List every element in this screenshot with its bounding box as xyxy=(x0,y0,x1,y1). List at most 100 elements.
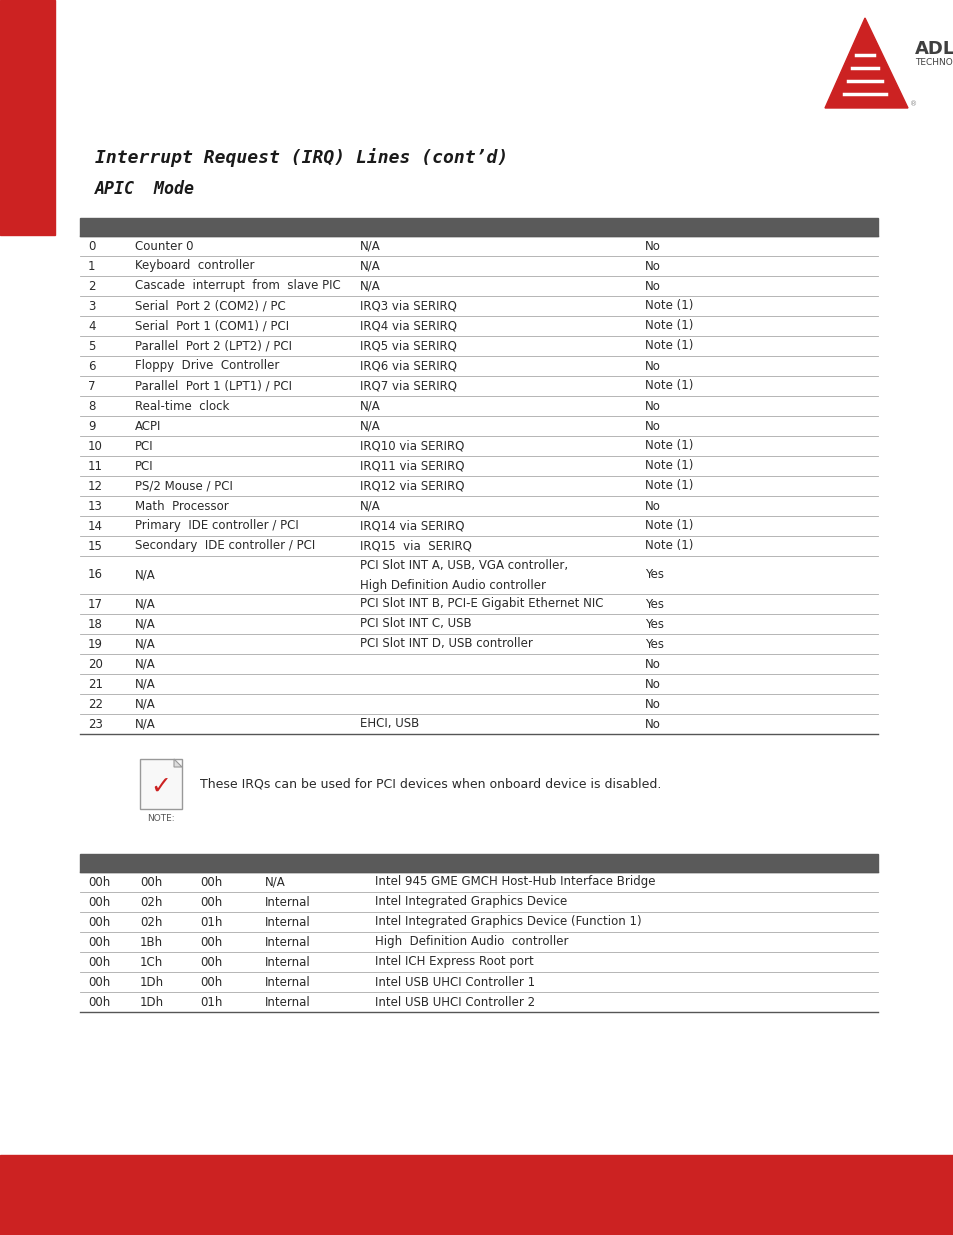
Text: Secondary  IDE controller / PCI: Secondary IDE controller / PCI xyxy=(135,540,314,552)
Text: No: No xyxy=(644,240,660,252)
Text: N/A: N/A xyxy=(359,279,380,293)
Text: 00h: 00h xyxy=(88,995,111,1009)
Text: PCI: PCI xyxy=(135,440,153,452)
Text: Serial  Port 1 (COM1) / PCI: Serial Port 1 (COM1) / PCI xyxy=(135,320,289,332)
Text: 6: 6 xyxy=(88,359,95,373)
Text: IRQ5 via SERIRQ: IRQ5 via SERIRQ xyxy=(359,340,456,352)
Text: 15: 15 xyxy=(88,540,103,552)
Text: Parallel  Port 1 (LPT1) / PCI: Parallel Port 1 (LPT1) / PCI xyxy=(135,379,292,393)
Text: Note (1): Note (1) xyxy=(644,520,693,532)
Text: ACPI: ACPI xyxy=(135,420,161,432)
Text: No: No xyxy=(644,678,660,690)
Text: 00h: 00h xyxy=(200,956,222,968)
Text: PS/2 Mouse / PCI: PS/2 Mouse / PCI xyxy=(135,479,233,493)
Text: 12: 12 xyxy=(88,479,103,493)
Text: IRQ15  via  SERIRQ: IRQ15 via SERIRQ xyxy=(359,540,472,552)
Text: Note (1): Note (1) xyxy=(644,440,693,452)
Text: 02h: 02h xyxy=(140,915,162,929)
Text: Intel 945 GME GMCH Host-Hub Interface Bridge: Intel 945 GME GMCH Host-Hub Interface Br… xyxy=(375,876,655,888)
Text: N/A: N/A xyxy=(135,637,155,651)
Text: Keyboard  controller: Keyboard controller xyxy=(135,259,254,273)
Text: Yes: Yes xyxy=(644,637,663,651)
Text: Yes: Yes xyxy=(644,618,663,631)
Text: Parallel  Port 2 (LPT2) / PCI: Parallel Port 2 (LPT2) / PCI xyxy=(135,340,292,352)
Text: Intel USB UHCI Controller 2: Intel USB UHCI Controller 2 xyxy=(375,995,535,1009)
Text: Internal: Internal xyxy=(265,895,311,909)
Text: Note (1): Note (1) xyxy=(644,479,693,493)
Text: N/A: N/A xyxy=(135,618,155,631)
Text: 00h: 00h xyxy=(88,956,111,968)
Text: TECHNOLOGY INC.: TECHNOLOGY INC. xyxy=(914,58,953,67)
Text: Real-time  clock: Real-time clock xyxy=(135,399,229,412)
Text: 01h: 01h xyxy=(200,995,222,1009)
Text: 1Ch: 1Ch xyxy=(140,956,163,968)
Text: 17: 17 xyxy=(88,598,103,610)
Text: PCI Slot INT B, PCI-E Gigabit Ethernet NIC: PCI Slot INT B, PCI-E Gigabit Ethernet N… xyxy=(359,598,603,610)
Text: Counter 0: Counter 0 xyxy=(135,240,193,252)
Text: 22: 22 xyxy=(88,698,103,710)
Text: PCI Slot INT A, USB, VGA controller,: PCI Slot INT A, USB, VGA controller, xyxy=(359,559,568,573)
Text: No: No xyxy=(644,718,660,730)
Bar xyxy=(80,853,877,872)
Text: No: No xyxy=(644,420,660,432)
Text: 00h: 00h xyxy=(200,895,222,909)
Text: No: No xyxy=(644,259,660,273)
Text: N/A: N/A xyxy=(359,259,380,273)
Text: N/A: N/A xyxy=(135,698,155,710)
Polygon shape xyxy=(173,760,182,767)
Text: No: No xyxy=(644,359,660,373)
Text: 1Bh: 1Bh xyxy=(140,935,163,948)
Text: PCI: PCI xyxy=(135,459,153,473)
Text: ®: ® xyxy=(909,101,916,107)
Text: Floppy  Drive  Controller: Floppy Drive Controller xyxy=(135,359,279,373)
Text: Internal: Internal xyxy=(265,956,311,968)
Text: Math  Processor: Math Processor xyxy=(135,499,229,513)
Text: Intel Integrated Graphics Device (Function 1): Intel Integrated Graphics Device (Functi… xyxy=(375,915,641,929)
Polygon shape xyxy=(824,19,907,107)
Bar xyxy=(0,1155,953,1235)
Text: ✓: ✓ xyxy=(150,776,171,799)
Text: 13: 13 xyxy=(88,499,103,513)
Text: 19: 19 xyxy=(88,637,103,651)
Text: 4: 4 xyxy=(88,320,95,332)
Text: Intel Integrated Graphics Device: Intel Integrated Graphics Device xyxy=(375,895,567,909)
Text: N/A: N/A xyxy=(135,568,155,582)
Text: Note (1): Note (1) xyxy=(644,340,693,352)
Text: 21: 21 xyxy=(88,678,103,690)
Text: PCI Slot INT C, USB: PCI Slot INT C, USB xyxy=(359,618,471,631)
Text: 18: 18 xyxy=(88,618,103,631)
Text: 0: 0 xyxy=(88,240,95,252)
Text: IRQ6 via SERIRQ: IRQ6 via SERIRQ xyxy=(359,359,456,373)
Text: IRQ3 via SERIRQ: IRQ3 via SERIRQ xyxy=(359,300,456,312)
Text: Cascade  interrupt  from  slave PIC: Cascade interrupt from slave PIC xyxy=(135,279,340,293)
Text: 00h: 00h xyxy=(88,895,111,909)
Text: IRQ11 via SERIRQ: IRQ11 via SERIRQ xyxy=(359,459,464,473)
Text: EHCI, USB: EHCI, USB xyxy=(359,718,418,730)
Text: These IRQs can be used for PCI devices when onboard device is disabled.: These IRQs can be used for PCI devices w… xyxy=(200,778,660,790)
Text: N/A: N/A xyxy=(265,876,286,888)
Text: 7: 7 xyxy=(88,379,95,393)
Text: Intel ICH Express Root port: Intel ICH Express Root port xyxy=(375,956,533,968)
Text: Internal: Internal xyxy=(265,995,311,1009)
Text: High Definition Audio controller: High Definition Audio controller xyxy=(359,579,545,593)
Bar xyxy=(140,760,182,809)
Text: 16: 16 xyxy=(88,568,103,582)
Text: IRQ7 via SERIRQ: IRQ7 via SERIRQ xyxy=(359,379,456,393)
Text: IRQ12 via SERIRQ: IRQ12 via SERIRQ xyxy=(359,479,464,493)
Text: Note (1): Note (1) xyxy=(644,320,693,332)
Text: 5: 5 xyxy=(88,340,95,352)
Bar xyxy=(0,0,55,235)
Text: 8: 8 xyxy=(88,399,95,412)
Text: No: No xyxy=(644,279,660,293)
Text: Internal: Internal xyxy=(265,935,311,948)
Text: Internal: Internal xyxy=(265,976,311,988)
Text: N/A: N/A xyxy=(359,420,380,432)
Text: No: No xyxy=(644,657,660,671)
Text: 00h: 00h xyxy=(88,976,111,988)
Text: High  Definition Audio  controller: High Definition Audio controller xyxy=(375,935,568,948)
Text: No: No xyxy=(644,399,660,412)
Text: ADLINK: ADLINK xyxy=(914,40,953,58)
Text: IRQ14 via SERIRQ: IRQ14 via SERIRQ xyxy=(359,520,464,532)
Text: 00h: 00h xyxy=(200,976,222,988)
Text: Internal: Internal xyxy=(265,915,311,929)
